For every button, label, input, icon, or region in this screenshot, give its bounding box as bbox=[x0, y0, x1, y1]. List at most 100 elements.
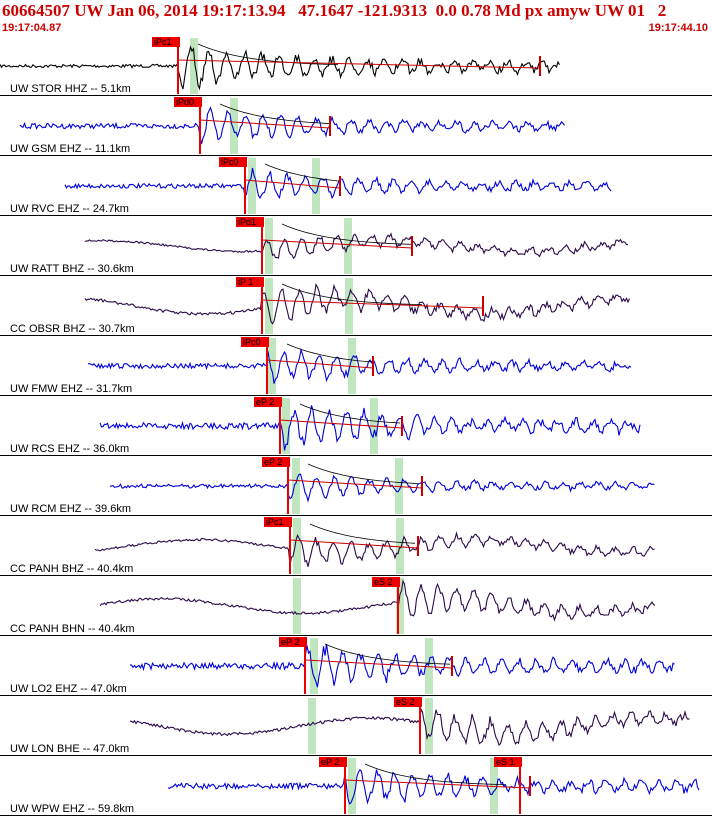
trace-row[interactable]: iPc1 CC PANH BHZ -- 40.4km bbox=[0, 517, 712, 576]
p-window bbox=[190, 38, 198, 94]
trace-row[interactable]: iPc0 UW FMW EHZ -- 31.7km bbox=[0, 337, 712, 396]
coda-line bbox=[287, 479, 423, 489]
s-pick-label: eS 2 bbox=[396, 697, 415, 707]
waveform bbox=[99, 579, 656, 622]
s-pick-flag bbox=[372, 577, 400, 587]
coda-line bbox=[177, 59, 541, 69]
p-pick-label: iPc1 bbox=[154, 37, 172, 47]
coda-line bbox=[261, 299, 484, 309]
p-pick-label: iPd1 bbox=[238, 217, 256, 227]
s-pick-label: eS 1 bbox=[496, 757, 515, 767]
waveform bbox=[129, 644, 675, 688]
s-window bbox=[425, 638, 433, 694]
coda-line bbox=[244, 179, 341, 189]
p-pick-flag bbox=[241, 337, 269, 347]
station-label: UW GSM EHZ -- 11.1km bbox=[10, 143, 130, 155]
coda-line bbox=[279, 419, 403, 429]
p-window bbox=[292, 458, 300, 514]
waveform bbox=[87, 347, 632, 384]
event-title: 60664507 UW Jan 06, 2014 19:17:13.94 47.… bbox=[2, 1, 667, 20]
s-window bbox=[396, 518, 404, 574]
p-window bbox=[268, 338, 276, 394]
coda-line bbox=[304, 659, 453, 669]
p-window bbox=[230, 98, 238, 154]
station-label: UW LON BHE -- 47.0km bbox=[10, 743, 129, 755]
station-label: UW FMW EHZ -- 31.7km bbox=[10, 383, 132, 395]
station-label: CC PANH BHZ -- 40.4km bbox=[10, 563, 133, 575]
p-window bbox=[348, 758, 356, 814]
start-time: 19:17:04.87 bbox=[2, 22, 62, 34]
coda-curve bbox=[286, 343, 373, 363]
p-pick-label: eP 2 bbox=[321, 757, 339, 767]
trace-row[interactable]: iP 1 CC OBSR BHZ -- 30.7km bbox=[0, 277, 712, 336]
p-window bbox=[265, 218, 273, 274]
p-pick-flag bbox=[279, 637, 307, 647]
trace-row[interactable]: eP 2 UW LO2 EHZ -- 47.0km bbox=[0, 637, 712, 696]
waveform bbox=[64, 167, 612, 200]
trace-row[interactable]: iPd0 UW GSM EHZ -- 11.1km bbox=[0, 97, 712, 156]
coda-line bbox=[266, 359, 374, 369]
p-pick-flag bbox=[262, 457, 290, 467]
station-label: UW WPW EHZ -- 59.8km bbox=[10, 803, 134, 815]
trace-row[interactable]: eS 2 UW LON BHE -- 47.0km bbox=[0, 697, 712, 756]
trace-row[interactable]: eS 2 CC PANH BHN -- 40.4km bbox=[0, 577, 712, 636]
trace-row[interactable]: eP 2 eS 1 UW WPW EHZ -- 59.8km bbox=[0, 757, 712, 816]
waveform bbox=[0, 45, 560, 91]
coda-curve bbox=[324, 643, 451, 665]
trace-row[interactable]: eP 2 UW RCS EHZ -- 36.0km bbox=[0, 397, 712, 456]
s-pick-label: eS 2 bbox=[374, 577, 393, 587]
s-window bbox=[395, 458, 403, 514]
p-window bbox=[248, 158, 256, 214]
station-label: UW STOR HHZ -- 5.1km bbox=[10, 83, 131, 95]
p-pick-label: iPc1 bbox=[266, 517, 284, 527]
coda-curve bbox=[219, 103, 331, 124]
p-window bbox=[310, 638, 318, 694]
trace-row[interactable]: iPc1 UW STOR HHZ -- 5.1km bbox=[0, 37, 712, 96]
station-label: UW LO2 EHZ -- 47.0km bbox=[10, 683, 127, 695]
coda-curve bbox=[197, 43, 339, 66]
p-pick-label: iPc0 bbox=[221, 157, 239, 167]
station-label: CC OBSR BHZ -- 30.7km bbox=[10, 323, 135, 335]
waveform bbox=[84, 282, 631, 325]
p-pick-label: iPc0 bbox=[243, 337, 261, 347]
trace-row[interactable]: eP 2 UW RCM EHZ -- 39.6km bbox=[0, 457, 712, 516]
p-window bbox=[265, 278, 273, 334]
s-window bbox=[425, 698, 433, 754]
waveform bbox=[19, 106, 565, 145]
station-label: UW RCS EHZ -- 36.0km bbox=[10, 443, 129, 455]
coda-curve bbox=[364, 763, 506, 786]
p-pick-flag bbox=[236, 277, 264, 287]
coda-line bbox=[289, 539, 419, 549]
s-pick-flag bbox=[394, 697, 422, 707]
station-label: UW RATT BHZ -- 30.6km bbox=[10, 263, 134, 275]
p-window bbox=[293, 578, 301, 634]
end-time: 19:17:44.10 bbox=[648, 22, 708, 34]
event-header: 60664507 UW Jan 06, 2014 19:17:13.94 47.… bbox=[0, 0, 712, 36]
p-pick-label: eP 2 bbox=[281, 637, 299, 647]
p-pick-flag bbox=[264, 517, 292, 527]
coda-line bbox=[199, 119, 331, 129]
seismogram-panel[interactable]: iPc1 UW STOR HHZ -- 5.1km iPd0 UW GSM EHZ -… bbox=[0, 36, 712, 818]
waveform bbox=[167, 768, 700, 805]
coda-curve bbox=[281, 283, 423, 306]
p-pick-label: iP 1 bbox=[238, 277, 253, 287]
coda-curve bbox=[309, 523, 416, 544]
s-window bbox=[396, 578, 404, 634]
p-pick-label: eP 2 bbox=[256, 397, 274, 407]
station-label: UW RVC EHZ -- 24.7km bbox=[10, 203, 129, 215]
trace-row[interactable]: iPd1 UW RATT BHZ -- 30.6km bbox=[0, 217, 712, 276]
s-window bbox=[345, 278, 353, 334]
waveform bbox=[84, 232, 629, 260]
p-pick-flag bbox=[152, 37, 180, 47]
coda-line bbox=[344, 779, 531, 789]
s-pick-flag bbox=[494, 757, 522, 767]
coda-line bbox=[261, 239, 413, 249]
p-pick-label: iPd0 bbox=[176, 97, 194, 107]
coda-curve bbox=[307, 463, 419, 484]
p-pick-flag bbox=[174, 97, 202, 107]
coda-curve bbox=[281, 223, 413, 245]
station-label: UW RCM EHZ -- 39.6km bbox=[10, 503, 131, 515]
p-window bbox=[293, 518, 301, 574]
trace-row[interactable]: iPc0 UW RVC EHZ -- 24.7km bbox=[0, 157, 712, 216]
waveform bbox=[99, 405, 641, 451]
